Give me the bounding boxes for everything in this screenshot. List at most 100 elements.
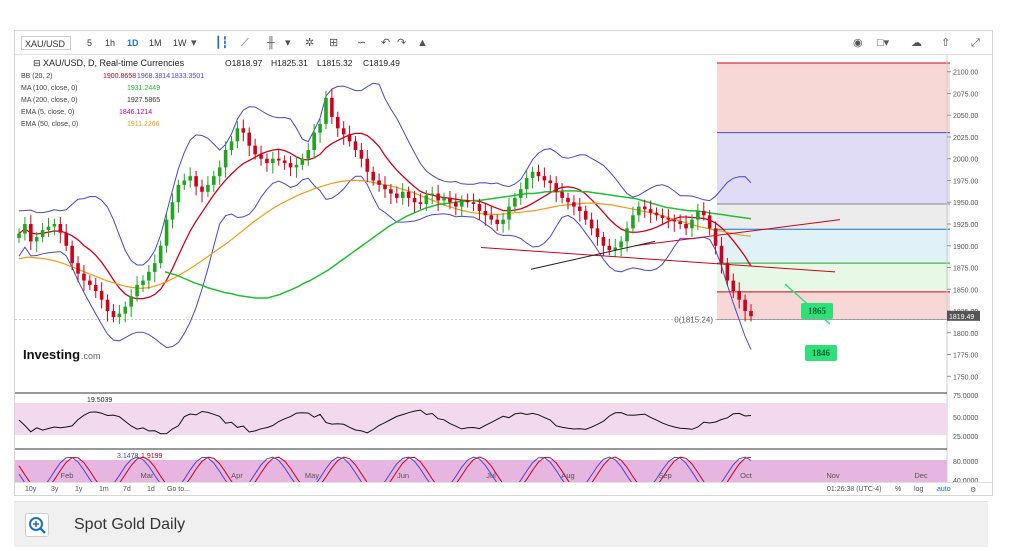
symbol-input[interactable]: XAU/USD: [21, 36, 71, 50]
ema5-line: [18, 132, 752, 300]
candle-body: [477, 203, 482, 211]
bb-lower-line: [18, 175, 752, 350]
settings-icon[interactable]: ✲: [305, 37, 315, 49]
candle-body: [288, 163, 293, 168]
candle-body: [613, 247, 618, 251]
layout-icon[interactable]: □▾: [877, 37, 890, 49]
gear-icon[interactable]: ⚙: [970, 487, 977, 494]
x-tick-label: Jun: [397, 471, 409, 480]
candle-body: [241, 128, 246, 133]
interval-1d[interactable]: 1D: [127, 38, 139, 48]
candle-body: [383, 184, 387, 190]
log-toggle[interactable]: log: [914, 486, 924, 493]
undo-icon[interactable]: ↶: [381, 37, 391, 49]
x-tick-label: Aug: [561, 471, 574, 480]
candle-body: [88, 280, 92, 285]
candle-body: [253, 145, 257, 155]
ohlc-l: L1815.32: [317, 58, 353, 68]
candle-body: [200, 186, 204, 192]
x-tick-label: Mar: [141, 471, 154, 480]
ohlc-h: H1825.31: [271, 58, 308, 68]
x-tick-label: Apr: [231, 471, 243, 480]
redo-icon[interactable]: ↷: [397, 37, 407, 49]
candle-body: [265, 158, 269, 164]
interval-1h[interactable]: 1h: [105, 38, 116, 48]
chevron-down-icon[interactable]: ▾: [191, 37, 197, 49]
candle-body: [518, 189, 523, 198]
bars-icon[interactable]: ┃┇: [215, 37, 229, 49]
camera-icon[interactable]: ◉: [853, 37, 863, 49]
chevron-down-icon[interactable]: ▾: [285, 37, 291, 49]
label-1846-callout: 1846: [805, 345, 837, 361]
indicator-value: 1900.8658: [103, 73, 136, 80]
candle-body: [442, 197, 446, 201]
candle-body: [347, 134, 352, 142]
auto-toggle[interactable]: auto: [937, 486, 951, 493]
candle-body: [129, 296, 133, 307]
area-icon[interactable]: ⟋: [241, 37, 249, 49]
zoom-button[interactable]: [25, 513, 49, 537]
range-1m[interactable]: 1m: [99, 486, 109, 493]
candle-body: [637, 206, 641, 216]
candle-body: [654, 212, 659, 216]
indicator-value: 1931.2449: [127, 85, 160, 92]
candle-body: [389, 189, 393, 194]
candle-body: [300, 158, 305, 165]
interval-1m[interactable]: 1M: [149, 38, 162, 48]
indicator-label: EMA (50, close, 0): [21, 121, 78, 128]
percent-toggle[interactable]: %: [895, 486, 902, 493]
candle-body: [64, 232, 69, 246]
candle-icon[interactable]: ╫: [267, 37, 275, 49]
upload-icon[interactable]: ⇧: [941, 37, 951, 49]
candle-body: [23, 224, 27, 234]
candle-body: [601, 237, 606, 246]
indicator-label: MA (100, close, 0): [21, 85, 77, 92]
y-tick-label: 2025.00: [953, 135, 978, 142]
draw-icon[interactable]: ▲: [417, 37, 428, 49]
candle-body: [737, 291, 741, 300]
candle-body: [111, 311, 116, 318]
candle-body: [548, 180, 553, 184]
fullscreen-icon[interactable]: ⤢: [971, 37, 980, 49]
interval-5[interactable]: 5: [87, 38, 93, 48]
indicator-value: 1833.3501: [171, 73, 204, 80]
candle-body: [483, 210, 488, 216]
candle-body: [217, 167, 222, 177]
go-to-link[interactable]: Go to...: [167, 486, 190, 493]
interval-1w[interactable]: 1W: [173, 38, 187, 48]
compare-icon[interactable]: ∽: [357, 37, 367, 49]
cloud-icon[interactable]: ☁: [911, 37, 922, 49]
candle-body: [294, 164, 299, 168]
y-tick-label: 2050.00: [953, 113, 978, 120]
candle-body: [749, 311, 753, 317]
adx-band: [15, 403, 947, 435]
range-10y[interactable]: 10y: [25, 486, 37, 493]
indicators-icon[interactable]: ⊞: [329, 37, 339, 49]
candle-body: [471, 202, 476, 204]
candle-body: [29, 224, 33, 242]
candle-body: [465, 200, 470, 203]
y-tick-label: 1800.00: [953, 331, 978, 338]
panel-y-tick-label: 75.0000: [953, 393, 978, 400]
candle-body: [306, 150, 311, 159]
candle-body: [395, 193, 399, 198]
chart-canvas[interactable]: 0(1815.24) 1865 1846 2100.00 2075.00 2050.0…: [15, 55, 993, 482]
candle-body: [743, 299, 747, 312]
candle-body: [707, 215, 712, 229]
panel-y-tick-label: 25.0000: [953, 434, 978, 441]
investing-logo: Investing: [23, 347, 80, 362]
candle-body: [17, 233, 21, 238]
candle-body: [554, 183, 558, 192]
candle-body: [448, 197, 452, 203]
ohlc-o: O1818.97: [225, 58, 263, 68]
range-3y[interactable]: 3y: [51, 486, 59, 493]
range-7d[interactable]: 7d: [123, 486, 131, 493]
chart-frame: XAU/USD 5 1h 1D 1M 1W ▾ ┃┇ ⟋ ╫ ▾ ✲ ⊞ ∽ ↶…: [14, 30, 993, 496]
range-1d[interactable]: 1d: [147, 486, 155, 493]
x-tick-label: Sep: [658, 471, 671, 480]
candle-body: [666, 217, 671, 220]
fib-zone-4: [717, 263, 950, 292]
candle-body: [247, 132, 252, 146]
range-1y[interactable]: 1y: [75, 486, 83, 493]
candle-body: [147, 271, 151, 281]
